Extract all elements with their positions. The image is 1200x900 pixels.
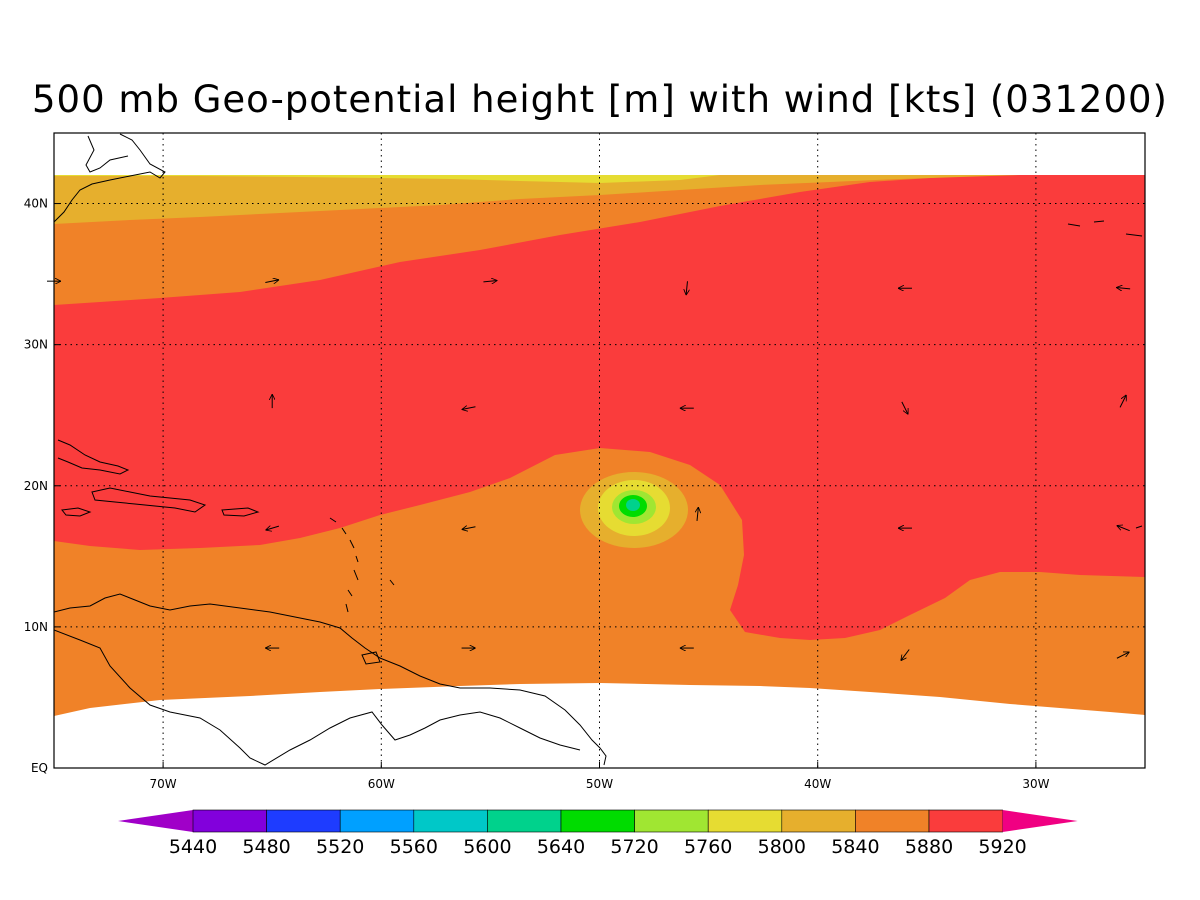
coast-lesser-antilles — [329, 517, 395, 613]
lat-tick-label: 10N — [24, 620, 48, 634]
colorbar-label: 5640 — [537, 836, 585, 858]
colorbar-swatch — [560, 809, 635, 833]
contour-5640-low — [626, 499, 640, 511]
wind-arrow — [686, 281, 687, 295]
wind-arrow — [483, 280, 497, 281]
lon-tick-label: 30W — [1022, 777, 1049, 791]
coast-south-america — [54, 593, 607, 766]
coast-trinidad — [361, 651, 381, 665]
wind-arrow — [1116, 288, 1131, 289]
wind-arrow — [901, 649, 910, 661]
colorbar-label: 5800 — [758, 836, 806, 858]
colorbar-label: 5600 — [463, 836, 511, 858]
colorbar-swatch — [192, 809, 267, 833]
colorbar-label: 5720 — [610, 836, 658, 858]
colorbar-label: 5840 — [831, 836, 879, 858]
wind-arrow — [1117, 526, 1130, 532]
colorbar-label: 5920 — [978, 836, 1026, 858]
coast-cuba — [57, 439, 130, 475]
height-field — [54, 175, 1145, 716]
colorbar-swatch — [707, 809, 783, 833]
colorbar-low-arrow — [118, 810, 193, 832]
lon-tick-label: 40W — [804, 777, 831, 791]
wind-arrow — [265, 526, 280, 530]
coast-puerto-rico — [221, 507, 260, 517]
lon-tick-label: 60W — [368, 777, 395, 791]
colorbar-swatch — [266, 809, 341, 833]
colorbar-swatch — [413, 809, 488, 833]
colorbar-label: 5440 — [169, 836, 217, 858]
colorbar-swatch — [487, 809, 562, 833]
colorbar-label: 5480 — [242, 836, 290, 858]
contour-5840-fill — [54, 175, 1020, 224]
axis-tick-labels: 70W 60W 50W 40W 30W EQ 10N 20N 30N 40N — [24, 197, 1050, 791]
colorbar-swatch — [928, 809, 1003, 833]
contour-5800-fill — [54, 175, 720, 183]
coast-north-america — [54, 133, 166, 223]
wind-arrow — [462, 407, 476, 410]
lon-tick-label: 50W — [586, 777, 613, 791]
colorbar-label: 5880 — [905, 836, 953, 858]
coast-hispaniola — [91, 487, 207, 513]
contour-5920-fill — [54, 175, 1145, 640]
wind-arrow — [1116, 651, 1130, 659]
colorbar-swatch — [781, 809, 856, 833]
colorbar-swatch — [634, 809, 709, 833]
colorbar-label: 5560 — [390, 836, 438, 858]
coastlines — [54, 133, 1143, 766]
wind-arrow — [265, 280, 279, 283]
colorbar-high-arrow — [1002, 810, 1078, 832]
coast-jamaica — [61, 507, 92, 517]
graticule — [54, 133, 1145, 768]
colorbar: 5440 5480 5520 5560 5600 5640 5720 5760 5800 5840… — [118, 809, 1078, 858]
wind-arrow — [697, 507, 698, 522]
lat-tick-label: EQ — [31, 761, 48, 775]
lat-tick-label: 40N — [24, 197, 48, 211]
lat-tick-label: 20N — [24, 479, 48, 493]
wind-arrow — [901, 401, 909, 415]
colorbar-label: 5520 — [316, 836, 364, 858]
wind-arrow — [462, 527, 476, 530]
map-title: 500 mb Geo-potential height [m] with win… — [32, 78, 1168, 121]
coast-islands-east — [1067, 220, 1143, 529]
lat-tick-label: 30N — [24, 338, 48, 352]
wind-arrow — [1119, 395, 1127, 408]
lon-tick-label: 70W — [150, 777, 177, 791]
wind-vectors — [47, 280, 1130, 661]
colorbar-label: 5760 — [684, 836, 732, 858]
colorbar-swatch — [339, 809, 415, 833]
colorbar-swatch — [855, 809, 930, 833]
